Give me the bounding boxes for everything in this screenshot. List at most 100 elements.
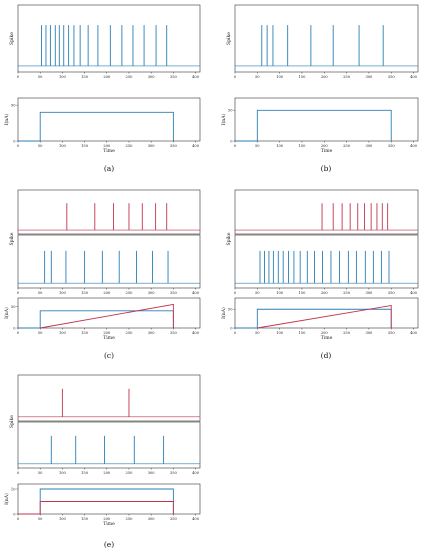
x-tick-label: 150 <box>299 75 307 79</box>
x-tick-label: 400 <box>192 75 200 79</box>
panel-caption: (d) <box>321 351 332 360</box>
current-axes-frame <box>17 297 201 329</box>
x-tick-label: 100 <box>59 517 67 521</box>
x-tick-label: 50 <box>38 471 43 475</box>
x-axis-label: Time <box>103 521 115 527</box>
x-tick-label: 350 <box>388 331 396 335</box>
x-axis-label: Time <box>321 335 333 341</box>
x-tick-label: 50 <box>38 75 43 79</box>
x-tick-label: 200 <box>103 144 111 148</box>
x-tick-label: 200 <box>103 471 111 475</box>
spike-y-label: Spike <box>226 32 232 45</box>
spike-axes-frame <box>234 4 419 73</box>
x-tick-label: 200 <box>321 331 329 335</box>
current-y-label: I(nA) <box>3 113 10 125</box>
spike-y-label: Spike <box>226 232 232 245</box>
x-tick-label: 0 <box>17 75 20 79</box>
x-tick-label: 100 <box>59 144 67 148</box>
x-tick-label: 400 <box>410 75 418 79</box>
x-axis-label: Time <box>321 148 333 154</box>
x-tick-label: 200 <box>321 75 329 79</box>
x-tick-label: 300 <box>148 75 156 79</box>
x-tick-label: 250 <box>126 517 134 521</box>
x-tick-label: 400 <box>192 291 200 295</box>
x-tick-label: 150 <box>299 144 307 148</box>
x-tick-label: 300 <box>365 144 373 148</box>
x-tick-label: 50 <box>38 331 43 335</box>
x-tick-label: 250 <box>126 471 134 475</box>
y-tick-label: 50 <box>228 308 233 312</box>
x-tick-label: 150 <box>81 75 89 79</box>
x-tick-label: 200 <box>321 291 329 295</box>
spike-axes-frame <box>17 374 201 422</box>
x-tick-label: 400 <box>192 331 200 335</box>
current-series-line <box>18 310 174 329</box>
x-tick-label: 100 <box>276 291 284 295</box>
spike-y-label: Spike <box>9 232 15 245</box>
x-tick-label: 400 <box>410 331 418 335</box>
y-tick-label: 50 <box>11 103 16 107</box>
x-axis-label: Time <box>103 148 115 154</box>
x-tick-label: 350 <box>388 291 396 295</box>
x-tick-label: 350 <box>170 144 178 148</box>
x-tick-label: 0 <box>17 291 20 295</box>
x-tick-label: 400 <box>410 291 418 295</box>
x-tick-label: 400 <box>410 144 418 148</box>
current-axes-frame <box>17 97 201 142</box>
x-tick-label: 300 <box>148 144 156 148</box>
x-tick-label: 250 <box>343 331 351 335</box>
x-tick-label: 350 <box>388 144 396 148</box>
x-tick-label: 200 <box>103 331 111 335</box>
x-tick-label: 200 <box>103 517 111 521</box>
x-tick-label: 250 <box>343 75 351 79</box>
current-axes-frame <box>234 297 419 329</box>
panel-b: 0 50 100 150 200 250 300 350 400 Spike 0 50 0 50 100 15… <box>220 4 419 173</box>
x-tick-label: 50 <box>255 331 260 335</box>
x-tick-label: 150 <box>81 517 89 521</box>
current-axes-frame <box>17 483 201 515</box>
x-tick-label: 200 <box>103 291 111 295</box>
panel-c: 0 50 100 150 200 250 300 350 400 Spike 0 50 0 50 100 15… <box>3 189 201 360</box>
x-tick-label: 50 <box>38 291 43 295</box>
x-tick-label: 300 <box>148 517 156 521</box>
x-tick-label: 150 <box>81 331 89 335</box>
x-tick-label: 50 <box>38 517 43 521</box>
spike-axes-frame <box>17 421 201 469</box>
panel-caption: (b) <box>321 164 332 173</box>
x-tick-label: 300 <box>148 331 156 335</box>
spike-y-label: Spike <box>9 32 15 45</box>
x-tick-label: 100 <box>59 291 67 295</box>
x-tick-label: 0 <box>17 471 20 475</box>
current-axes-frame <box>234 97 419 142</box>
x-tick-label: 50 <box>255 291 260 295</box>
y-tick-label: 50 <box>228 109 233 113</box>
x-tick-label: 0 <box>234 291 237 295</box>
y-tick-label: 0 <box>230 326 233 330</box>
x-tick-label: 150 <box>81 144 89 148</box>
x-tick-label: 400 <box>192 517 200 521</box>
spike-axes-frame <box>234 234 419 289</box>
y-tick-label: 10 <box>11 487 16 491</box>
x-tick-label: 100 <box>59 75 67 79</box>
x-tick-label: 150 <box>81 291 89 295</box>
x-tick-label: 350 <box>388 75 396 79</box>
y-tick-label: 0 <box>13 326 16 330</box>
x-tick-label: 250 <box>343 291 351 295</box>
current-series-line <box>235 109 392 142</box>
current-series-line <box>257 304 392 329</box>
x-tick-label: 300 <box>365 331 373 335</box>
x-tick-label: 50 <box>255 75 260 79</box>
x-tick-label: 0 <box>234 331 237 335</box>
x-tick-label: 400 <box>192 471 200 475</box>
current-y-label: I(nA) <box>3 493 10 505</box>
x-tick-label: 350 <box>170 75 178 79</box>
x-tick-label: 350 <box>170 291 178 295</box>
x-tick-label: 200 <box>103 75 111 79</box>
x-tick-label: 0 <box>17 517 20 521</box>
x-tick-label: 250 <box>343 144 351 148</box>
x-tick-label: 250 <box>126 144 134 148</box>
x-tick-label: 300 <box>365 75 373 79</box>
x-tick-label: 200 <box>321 144 329 148</box>
